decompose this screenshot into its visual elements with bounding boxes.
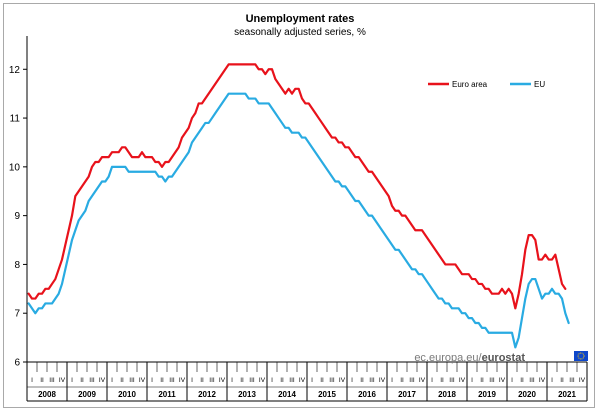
- x-quarter-label: IV: [499, 377, 506, 384]
- x-quarter-label: II: [240, 377, 244, 384]
- x-quarter-label: IV: [339, 377, 346, 384]
- x-quarter-label: IV: [219, 377, 226, 384]
- x-quarter-label: III: [409, 377, 415, 384]
- x-quarter-label: I: [191, 377, 193, 384]
- x-quarter-label: I: [471, 377, 473, 384]
- x-year-label: 2017: [398, 390, 416, 399]
- x-quarter-label: IV: [419, 377, 426, 384]
- x-quarter-label: I: [391, 377, 393, 384]
- x-quarter-label: III: [449, 377, 455, 384]
- y-tick-label: 8: [14, 260, 20, 271]
- x-quarter-label: I: [511, 377, 513, 384]
- x-quarter-label: IV: [99, 377, 106, 384]
- x-quarter-label: IV: [259, 377, 266, 384]
- x-quarter-label: IV: [59, 377, 66, 384]
- x-quarter-label: II: [360, 377, 364, 384]
- y-tick-label: 7: [14, 309, 20, 320]
- x-quarter-label: I: [551, 377, 553, 384]
- y-tick-label: 10: [9, 162, 21, 173]
- x-quarter-label: II: [280, 377, 284, 384]
- credit-text: ec.europa.eu/eurostat: [414, 352, 525, 364]
- x-year-label: 2009: [78, 390, 96, 399]
- x-quarter-label: II: [200, 377, 204, 384]
- x-quarter-label: I: [31, 377, 33, 384]
- eu-flag-stars: [577, 352, 585, 360]
- chart-frame: [3, 3, 595, 408]
- x-quarter-label: II: [320, 377, 324, 384]
- x-year-label: 2010: [118, 390, 136, 399]
- x-quarter-label: I: [151, 377, 153, 384]
- y-tick-label: 11: [10, 114, 21, 125]
- x-year-label: 2012: [198, 390, 216, 399]
- series-line-euro-area: [27, 63, 567, 310]
- x-quarter-label: III: [89, 377, 95, 384]
- series-line-eu: [27, 92, 570, 349]
- x-year-label: 2008: [38, 390, 56, 399]
- x-quarter-label: I: [111, 377, 113, 384]
- x-quarter-label: II: [400, 377, 404, 384]
- legend-label-eu: EU: [534, 80, 545, 89]
- eu-flag-icon: [574, 351, 588, 361]
- x-quarter-label: II: [80, 377, 84, 384]
- x-quarter-label: II: [120, 377, 124, 384]
- x-quarter-label: IV: [539, 377, 546, 384]
- x-quarter-label: III: [329, 377, 335, 384]
- x-year-label: 2020: [518, 390, 536, 399]
- x-quarter-label: III: [49, 377, 55, 384]
- legend: Euro area EU: [428, 80, 545, 89]
- x-quarter-label: III: [249, 377, 255, 384]
- chart-title: Unemployment rates: [246, 13, 355, 25]
- x-quarter-label: III: [369, 377, 375, 384]
- x-quarter-label: IV: [299, 377, 306, 384]
- x-quarter-label: III: [209, 377, 215, 384]
- credit-brand: eurostat: [482, 352, 526, 364]
- chart-subtitle: seasonally adjusted series, %: [234, 27, 366, 38]
- x-quarter-label: I: [231, 377, 233, 384]
- x-quarter-label: IV: [139, 377, 146, 384]
- x-quarter-label: I: [351, 377, 353, 384]
- x-quarter-label: III: [569, 377, 575, 384]
- x-quarter-label: III: [529, 377, 535, 384]
- x-quarter-label: II: [560, 377, 564, 384]
- x-quarter-label: III: [129, 377, 135, 384]
- x-quarter-label: I: [71, 377, 73, 384]
- x-quarter-label: I: [431, 377, 433, 384]
- x-quarter-label: IV: [179, 377, 186, 384]
- x-quarter-label: II: [440, 377, 444, 384]
- x-quarter-label: II: [520, 377, 524, 384]
- y-tick-label: 12: [9, 65, 21, 76]
- credit-domain: ec.europa.eu/: [414, 352, 482, 364]
- x-quarter-label: III: [289, 377, 295, 384]
- x-quarter-label: II: [480, 377, 484, 384]
- x-year-label: 2014: [278, 390, 296, 399]
- x-quarter-label: I: [271, 377, 273, 384]
- x-quarter-label: III: [169, 377, 175, 384]
- x-year-label: 2016: [358, 390, 376, 399]
- x-year-label: 2021: [558, 390, 576, 399]
- x-quarter-label: II: [160, 377, 164, 384]
- x-quarter-label: IV: [379, 377, 386, 384]
- eurostat-credit: ec.europa.eu/eurostat: [414, 351, 588, 364]
- x-quarter-label: IV: [459, 377, 466, 384]
- y-tick-label: 6: [14, 358, 20, 369]
- x-year-label: 2011: [158, 390, 176, 399]
- x-year-label: 2013: [238, 390, 256, 399]
- y-tick-label: 9: [14, 211, 20, 222]
- x-quarter-label: II: [40, 377, 44, 384]
- x-year-label: 2015: [318, 390, 336, 399]
- x-year-label: 2018: [438, 390, 456, 399]
- x-quarter-label: IV: [579, 377, 586, 384]
- series-layer: [27, 63, 570, 349]
- legend-label-euro-area: Euro area: [452, 80, 488, 89]
- x-quarter-label: III: [489, 377, 495, 384]
- x-quarter-label: I: [311, 377, 313, 384]
- x-year-label: 2019: [478, 390, 496, 399]
